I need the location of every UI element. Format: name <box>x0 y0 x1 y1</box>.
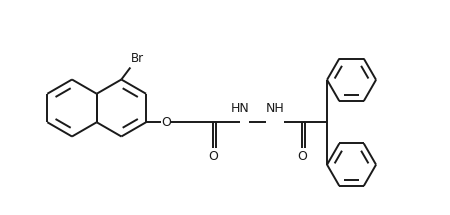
Text: Br: Br <box>131 52 144 64</box>
Text: NH: NH <box>266 102 284 115</box>
Text: O: O <box>161 116 171 129</box>
Text: O: O <box>208 150 218 163</box>
Text: HN: HN <box>231 102 249 115</box>
Text: O: O <box>297 150 307 163</box>
